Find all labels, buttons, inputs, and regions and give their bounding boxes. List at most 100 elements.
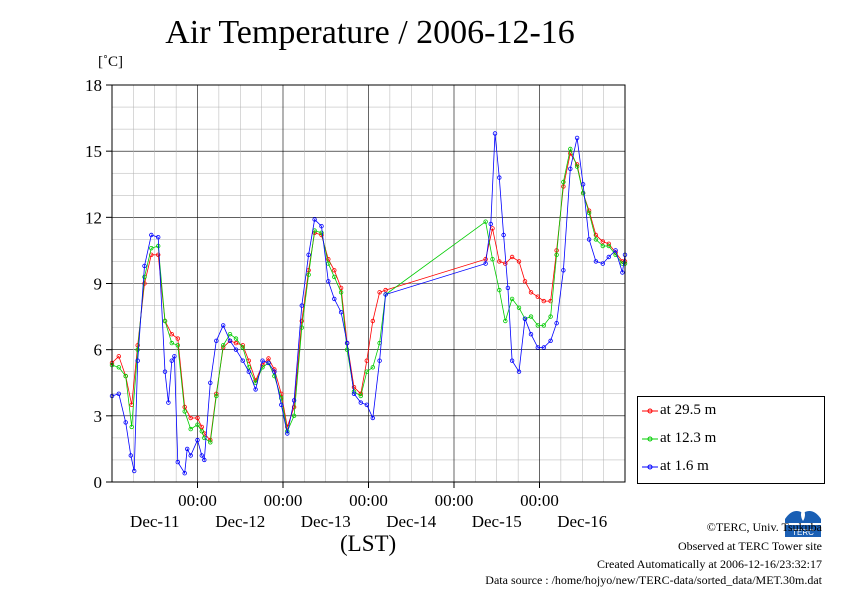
- data-point: [358, 393, 363, 399]
- x-day-label: Dec-14: [386, 512, 437, 531]
- data-point: [586, 210, 592, 216]
- data-point: [182, 471, 187, 476]
- data-point: [306, 272, 311, 277]
- legend-label-12-3m: at 12.3 m: [660, 430, 717, 446]
- data-point: [509, 358, 515, 363]
- data-point: [574, 135, 580, 141]
- data-point: [199, 453, 204, 458]
- data-point: [279, 391, 284, 396]
- data-point: [488, 221, 493, 227]
- credit-source: Data source : /home/hojyo/new/TERC-data/…: [485, 573, 822, 587]
- data-point: [291, 404, 297, 410]
- data-point: [208, 440, 213, 445]
- data-point: [535, 345, 540, 350]
- data-point: [195, 415, 200, 421]
- x-tick-label: 00:00: [264, 491, 303, 510]
- y-tick-label: 18: [85, 76, 102, 95]
- x-axis-label: (LST): [340, 531, 397, 556]
- x-tick-label: 00:00: [435, 491, 474, 510]
- data-point: [233, 347, 239, 352]
- data-point: [149, 232, 154, 238]
- data-point: [516, 259, 522, 264]
- data-point: [364, 358, 369, 363]
- data-point: [593, 232, 599, 238]
- series-line: [111, 147, 625, 444]
- data-point: [116, 391, 121, 396]
- data-point: [535, 294, 540, 299]
- data-point: [483, 261, 488, 266]
- data-point: [214, 393, 219, 399]
- chart-title: Air Temperature / 2006-12-16: [165, 14, 575, 51]
- x-tick-label: 00:00: [520, 491, 559, 510]
- data-point: [497, 259, 502, 264]
- data-point: [580, 182, 586, 187]
- data-point: [554, 252, 559, 257]
- data-point: [128, 453, 133, 458]
- data-point: [364, 402, 369, 407]
- data-point: [135, 358, 140, 363]
- data-point: [568, 166, 573, 171]
- credit-copyright: ©TERC, Univ. Tsukuba: [706, 520, 822, 534]
- data-point: [332, 274, 337, 280]
- data-point: [166, 400, 171, 405]
- data-point: [370, 415, 375, 421]
- data-point: [142, 274, 147, 280]
- data-point: [172, 354, 177, 359]
- data-point: [319, 230, 324, 235]
- terc-logo-icon: TERC: [783, 503, 823, 539]
- data-point: [272, 373, 277, 379]
- data-point: [492, 131, 498, 136]
- data-point: [155, 252, 161, 257]
- data-point: [490, 257, 495, 262]
- grid-lines: [112, 84, 625, 483]
- data-point: [199, 429, 204, 434]
- data-point: [541, 323, 546, 328]
- data-point: [600, 239, 605, 244]
- data-point: [202, 457, 207, 463]
- data-point: [326, 257, 331, 262]
- data-point: [135, 347, 140, 352]
- data-point: [123, 420, 128, 425]
- data-point: [116, 354, 121, 359]
- data-point: [332, 296, 337, 302]
- data-point: [188, 426, 193, 432]
- data-point: [272, 369, 277, 374]
- data-point: [326, 279, 331, 284]
- data-point: [516, 305, 522, 310]
- legend-swatch-12-3m: [642, 436, 658, 442]
- y-tick-label: 3: [94, 407, 103, 426]
- data-point: [364, 369, 369, 374]
- x-day-label: Dec-13: [301, 512, 351, 531]
- data-point: [497, 287, 502, 293]
- data-point: [279, 402, 284, 407]
- data-point: [162, 318, 168, 324]
- legend: at 29.5 m at 12.3 m at 1.6 m: [637, 396, 825, 484]
- legend-item-1-6m: at 1.6 m: [638, 455, 824, 479]
- data-point: [554, 321, 559, 326]
- axes: 0 3 6 9 12 15 18 00:00 00:00 00:00 00:00 00:00 Dec-1…: [85, 76, 607, 531]
- y-tick-label: 0: [94, 473, 103, 492]
- data-point: [291, 413, 297, 418]
- data-point: [220, 343, 226, 348]
- data-point: [131, 468, 137, 474]
- series-layer: [109, 131, 628, 476]
- credit-site: Observed at TERC Tower site: [677, 539, 822, 553]
- data-point: [620, 261, 625, 266]
- data-point: [199, 424, 204, 430]
- data-point: [483, 219, 488, 224]
- x-day-label: Dec-16: [557, 512, 607, 531]
- legend-swatch-1-6m: [642, 464, 658, 470]
- data-point: [593, 237, 599, 242]
- data-point: [613, 252, 618, 257]
- svg-text:TERC: TERC: [792, 528, 814, 537]
- data-point: [246, 365, 251, 370]
- data-point: [175, 343, 180, 348]
- data-point: [129, 424, 134, 430]
- data-point: [522, 279, 528, 284]
- data-point: [338, 290, 344, 295]
- data-point: [509, 254, 515, 260]
- data-point: [613, 248, 618, 253]
- data-point: [188, 453, 193, 458]
- data-point: [149, 245, 154, 251]
